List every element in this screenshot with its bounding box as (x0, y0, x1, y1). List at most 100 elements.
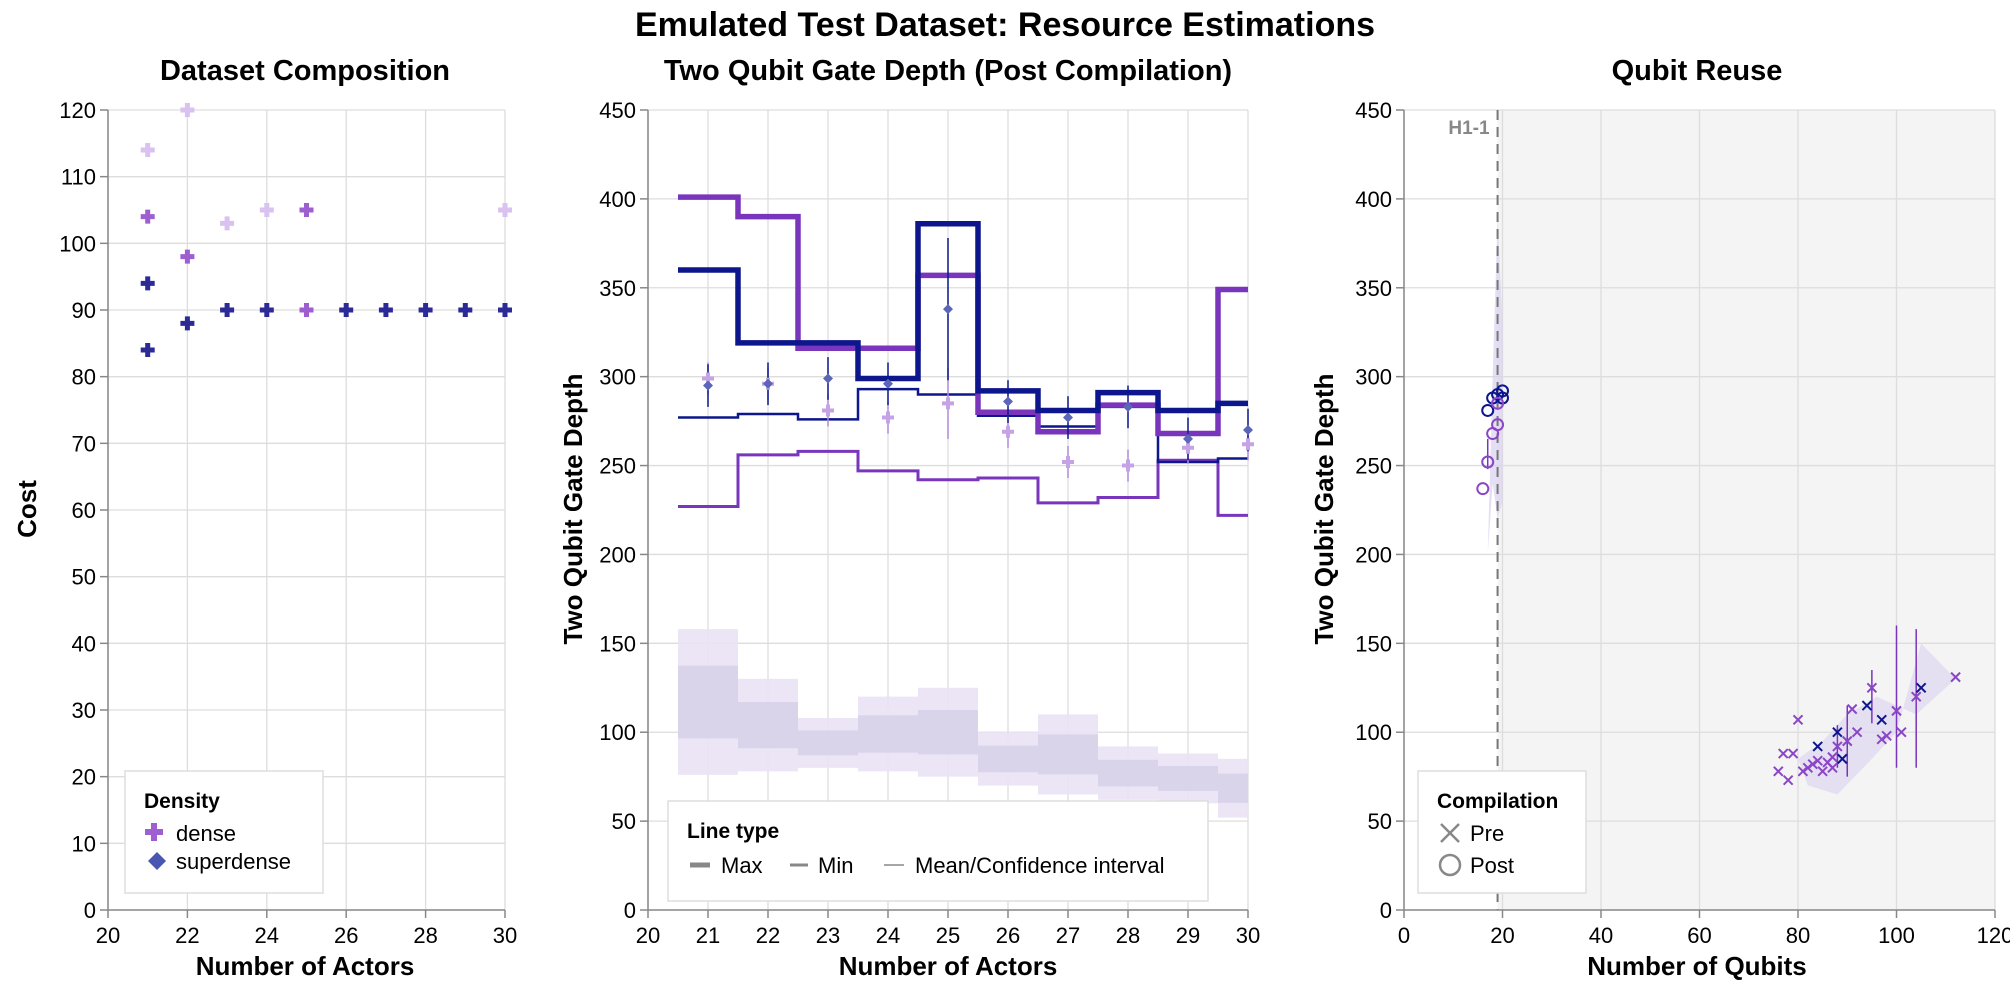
panel3-y-tick-label: 150 (1355, 631, 1392, 656)
panel2-x-tick-label: 26 (996, 923, 1020, 948)
cost-point (220, 216, 235, 231)
superdense-legend-symbol (148, 852, 166, 870)
superdense-mean-point (763, 378, 773, 389)
pre-compilation-point (1832, 741, 1843, 752)
cost-point (140, 143, 155, 157)
figure-title: Emulated Test Dataset: Resource Estimati… (635, 6, 1375, 44)
panel1-y-tick-label: 90 (72, 298, 96, 323)
dense-mean-point (1182, 441, 1194, 454)
panel2-y-tick-label: 100 (599, 720, 636, 745)
panel1-y-tick-label: 70 (72, 431, 96, 456)
cost-point (458, 303, 473, 317)
cost-point (180, 103, 195, 117)
pre-compilation-point (1812, 755, 1823, 766)
panel1-x-tick-label: 24 (255, 923, 279, 948)
pre-compilation-point (1891, 705, 1902, 717)
panel1-x-tick-label: 30 (493, 923, 517, 948)
superdense-mean-point (943, 304, 953, 315)
post-compilation-point (1476, 482, 1490, 496)
panel3-x-tick-label: 100 (1878, 923, 1915, 948)
panel3-y-tick-label: 400 (1355, 187, 1392, 212)
dense-legend-symbol (145, 823, 163, 841)
pre-compilation-point (1950, 671, 1961, 683)
panel1-x-tick-label: 22 (175, 923, 199, 948)
cost-point (498, 203, 512, 217)
panel1-y-tick-label: 30 (72, 698, 96, 723)
post-compilation-point (1491, 396, 1505, 410)
pre-compilation-point (1896, 727, 1907, 738)
panel1-x-tick-label: 20 (96, 923, 120, 948)
panel3-legend-pre: Pre (1470, 821, 1504, 846)
cost-point (299, 203, 314, 217)
panel3-axes: 0 20 40 60 80 100 120 0 50 100 150 200 250 300 350 400 4… (1355, 98, 2010, 948)
panel1-x-tick-label: 26 (334, 923, 358, 948)
panel1-xlabel: Number of Actors (196, 951, 415, 981)
pre-compilation-point (1812, 741, 1823, 752)
panel3-legend-title: Compilation (1437, 790, 1558, 813)
panel2-x-tick-label: 30 (1236, 923, 1260, 948)
panel3-x-tick-label: 0 (1398, 923, 1410, 948)
panel2-xlabel: Number of Actors (839, 951, 1058, 981)
cost-point (498, 303, 512, 317)
panel2-legend-box (667, 800, 1209, 902)
superdense-mean-point (823, 373, 833, 384)
dense-mean-point (1242, 438, 1254, 451)
panel1-y-tick-label: 80 (72, 365, 96, 390)
superdense-mean-point (1003, 396, 1013, 407)
panel3-x-tick-label: 40 (1589, 923, 1613, 948)
cost-point (180, 316, 195, 331)
panel1-axes: 20 22 24 26 28 30 0 10 20 30 40 50 60 70 80 90 100 110 120 (59, 98, 517, 948)
confidence-band-inner (978, 745, 1038, 773)
panel1-y-tick-label: 120 (59, 98, 96, 123)
panel2-ylabel: Two Qubit Gate Depth (558, 373, 588, 644)
panel2-axes: 20 21 22 23 24 25 26 27 28 29 30050100150200250300… (599, 98, 1260, 948)
confidence-band-inner (1218, 773, 1248, 803)
confidence-band-inner (918, 710, 978, 755)
panel1-y-tick-label: 40 (72, 631, 96, 656)
dense-mean-point (882, 411, 894, 424)
superdense-mean-point (1063, 412, 1073, 423)
pre-compilation-point (1881, 730, 1892, 741)
cost-point (259, 303, 274, 317)
superdense-mean-point (883, 378, 893, 389)
panel2-legend-max: Max (721, 853, 763, 878)
panel1-y-tick-label: 60 (72, 498, 96, 523)
panel3-x-tick-label: 120 (1977, 923, 2010, 948)
dense-mean-point (1062, 456, 1074, 468)
panel1-y-tick-label: 100 (59, 231, 96, 256)
panel1-legend-dense: dense (176, 821, 236, 846)
panel2-title: Two Qubit Gate Depth (Post Compilation) (664, 55, 1232, 87)
panel2-y-tick-label: 200 (599, 542, 636, 567)
panel1-grid (107, 109, 506, 911)
cost-point (299, 303, 314, 317)
pre-compilation-point (1876, 714, 1887, 725)
confidence-band-inner (738, 702, 798, 749)
confidence-band-inner (1038, 734, 1098, 775)
panel-qubit-reuse: Qubit Reuse 0 20 40 60 80 100 120 0 50 100 150 200 2… (1309, 55, 2010, 981)
panel1-legend-title: Density (144, 790, 220, 813)
cost-point (259, 203, 274, 217)
panel3-y-tick-label: 450 (1355, 98, 1392, 123)
cost-point (140, 209, 155, 224)
post-compilation-point (1496, 384, 1509, 398)
panel2-x-tick-label: 25 (936, 923, 960, 948)
panel2-x-tick-label: 29 (1176, 923, 1200, 948)
panel3-y-tick-label: 0 (1380, 898, 1392, 923)
post-compilation-point (1481, 403, 1495, 417)
panel2-y-tick-label: 50 (612, 809, 636, 834)
panel1-title: Dataset Composition (160, 55, 450, 87)
confidence-band-inner (1158, 766, 1218, 791)
pre-compilation-point (1866, 682, 1878, 693)
panel2-y-tick-label: 400 (599, 187, 636, 212)
cost-point (220, 303, 235, 317)
panel3-legend-post: Post (1470, 853, 1514, 878)
panel2-x-tick-label: 28 (1116, 923, 1140, 948)
panel3-ylabel: Two Qubit Gate Depth (1309, 373, 1339, 644)
dense-mean-point (942, 397, 954, 410)
panel1-points (140, 103, 512, 357)
pre-compilation-point (1851, 727, 1863, 738)
panel1-x-tick-label: 28 (413, 923, 437, 948)
panel3-x-tick-label: 80 (1786, 923, 1810, 948)
panel2-y-tick-label: 150 (599, 631, 636, 656)
